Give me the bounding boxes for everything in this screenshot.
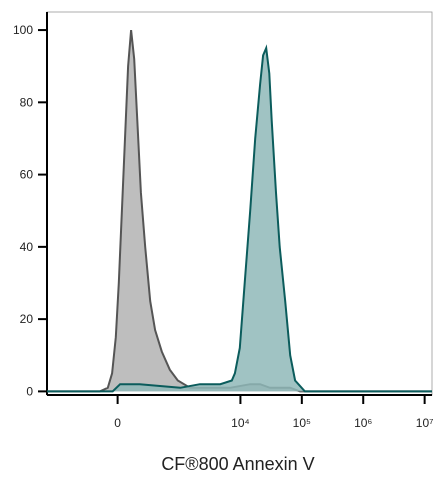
area bbox=[47, 30, 432, 392]
y-tick-label: 60 bbox=[20, 168, 34, 182]
x-tick-label: 10⁴ bbox=[231, 416, 250, 430]
y-tick-label: 0 bbox=[26, 384, 33, 398]
plot-frame bbox=[46, 11, 433, 396]
line bbox=[47, 29, 432, 393]
x-tick-label: 0 bbox=[114, 416, 121, 430]
y-tick-label: 40 bbox=[20, 240, 34, 254]
x-tick-label: 10⁵ bbox=[293, 416, 311, 430]
y-tick-label: 100 bbox=[13, 23, 33, 37]
x-tick-label: 10⁷ bbox=[416, 416, 434, 430]
line bbox=[47, 44, 432, 393]
x-tick-label: 10⁶ bbox=[354, 416, 372, 430]
y-tick-label: 20 bbox=[20, 312, 34, 326]
y-tick-label: 80 bbox=[20, 95, 34, 109]
x-axis-label: CF®800 Annexin V bbox=[161, 454, 314, 474]
